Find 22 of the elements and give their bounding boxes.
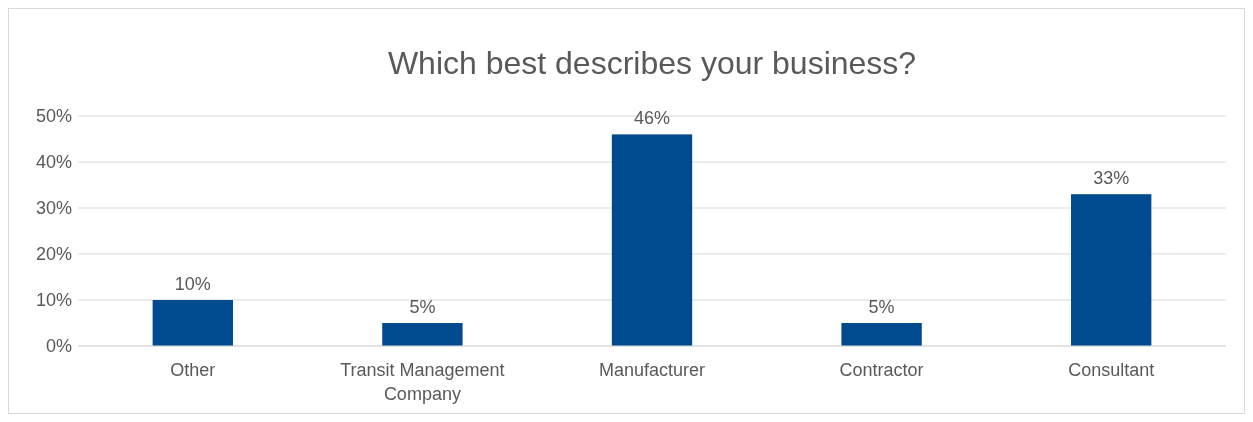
y-tick-label: 40% [35, 152, 72, 173]
data-label: 33% [1093, 168, 1130, 189]
x-tick-label: Transit Management Company [340, 360, 505, 404]
y-tick-label: 50% [35, 106, 72, 127]
y-tick-label: 10% [35, 290, 72, 311]
x-tick-label: Consultant [1068, 360, 1155, 380]
bar [1071, 194, 1152, 346]
x-tick-label: Other [170, 360, 216, 380]
y-tick-label: 0% [45, 336, 72, 357]
bar [611, 134, 693, 346]
x-tick-label: Manufacturer [598, 360, 706, 380]
x-tick-label: Contractor [839, 360, 924, 380]
data-label: 5% [409, 297, 436, 317]
data-label: 46% [633, 108, 671, 129]
bar [841, 323, 922, 346]
chart-title: Which best describes your business? [387, 45, 917, 81]
y-tick-label: 30% [35, 198, 72, 219]
bar [152, 300, 233, 346]
data-label: 5% [868, 297, 895, 317]
bar [382, 323, 463, 346]
y-tick-label: 20% [35, 244, 72, 265]
data-label: 10% [174, 274, 211, 294]
